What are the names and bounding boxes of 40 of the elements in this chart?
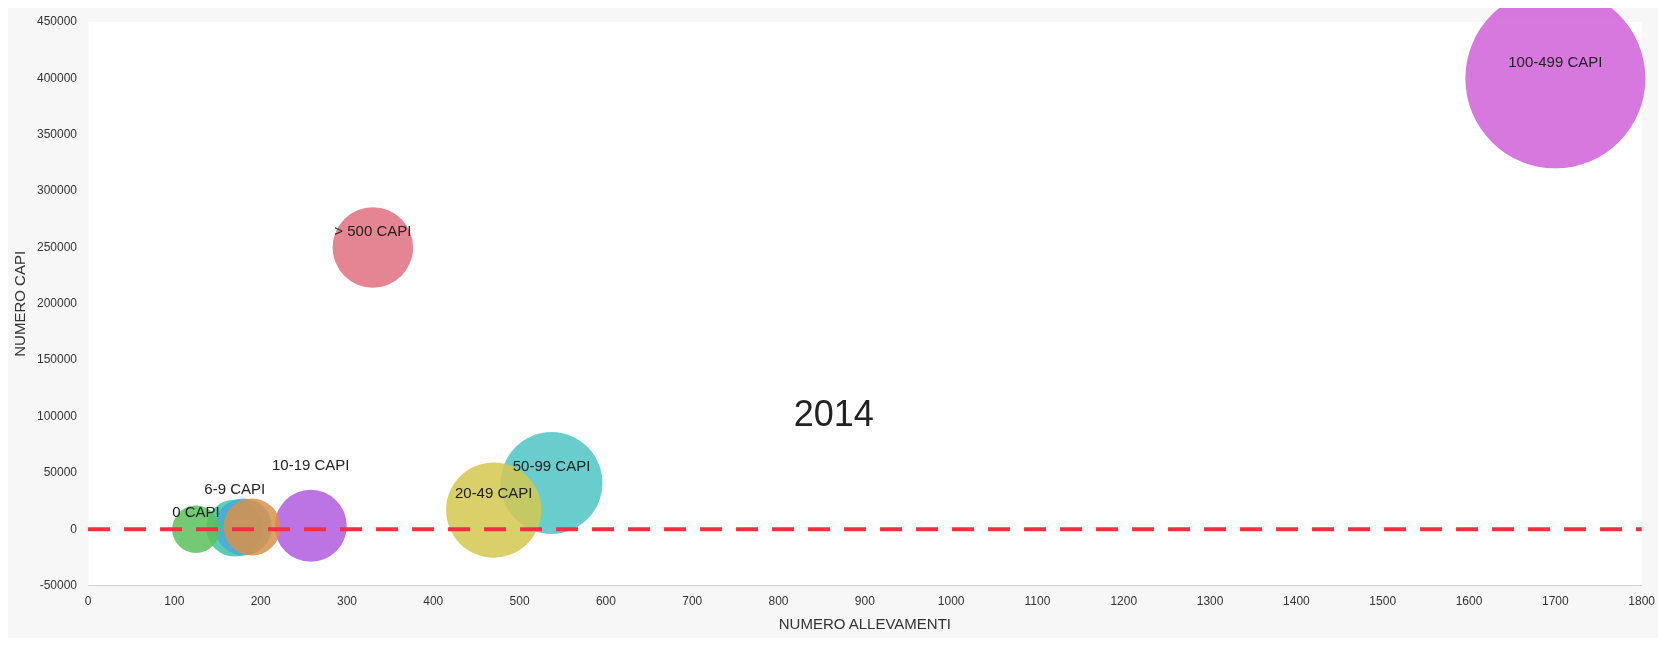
x-tick-label: 900 [854, 594, 876, 609]
x-tick-label: 1000 [937, 594, 965, 609]
x-tick-label: 0 [84, 594, 92, 609]
series-label: 10-19 CAPI [271, 456, 350, 473]
x-tick-label: 100 [164, 594, 185, 609]
y-tick-label: 300000 [37, 183, 78, 198]
x-tick-label: 1300 [1196, 594, 1224, 609]
x-tick-label: 500 [509, 594, 530, 609]
series-label: 50-99 CAPI [512, 457, 591, 475]
y-tick-label: 400000 [37, 70, 78, 85]
y-tick-label: 350000 [37, 127, 78, 142]
y-axis-title: NUMERO CAPI [11, 250, 29, 357]
x-tick-label: 1600 [1455, 594, 1483, 609]
x-tick-label: 200 [250, 594, 271, 609]
series-label: 100-499 CAPI [1508, 52, 1603, 70]
x-tick-label: 1800 [1628, 594, 1656, 609]
y-tick-label: -50000 [39, 577, 78, 592]
x-tick-label: 1200 [1110, 594, 1138, 609]
y-tick-label: 250000 [37, 239, 78, 254]
y-tick-label: 450000 [37, 14, 78, 29]
y-tick-label: 200000 [37, 296, 78, 311]
series-label: 0 CAPI [172, 503, 220, 521]
y-tick-label: 100000 [37, 408, 78, 423]
y-tick-label: 0 [70, 521, 78, 536]
x-tick-label: 1400 [1283, 594, 1311, 609]
x-tick-label: 400 [423, 594, 444, 609]
x-tick-label: 1100 [1024, 594, 1051, 609]
x-tick-label: 600 [595, 594, 617, 609]
annotation: 2014 [793, 393, 874, 435]
x-tick-label: 300 [336, 594, 358, 609]
x-axis-title: NUMERO ALLEVAMENTI [778, 615, 951, 633]
x-tick-label: 700 [682, 594, 703, 609]
x-tick-label: 1700 [1541, 594, 1570, 609]
y-tick-label: 150000 [37, 352, 78, 367]
series-label: 20-49 CAPI [454, 484, 533, 502]
series-label: > 500 CAPI [334, 221, 412, 239]
y-tick-label: 50000 [43, 465, 78, 480]
x-tick-label: 1500 [1369, 594, 1397, 609]
x-tick-label: 800 [768, 594, 789, 609]
series-label: 6-9 CAPI [204, 480, 266, 498]
